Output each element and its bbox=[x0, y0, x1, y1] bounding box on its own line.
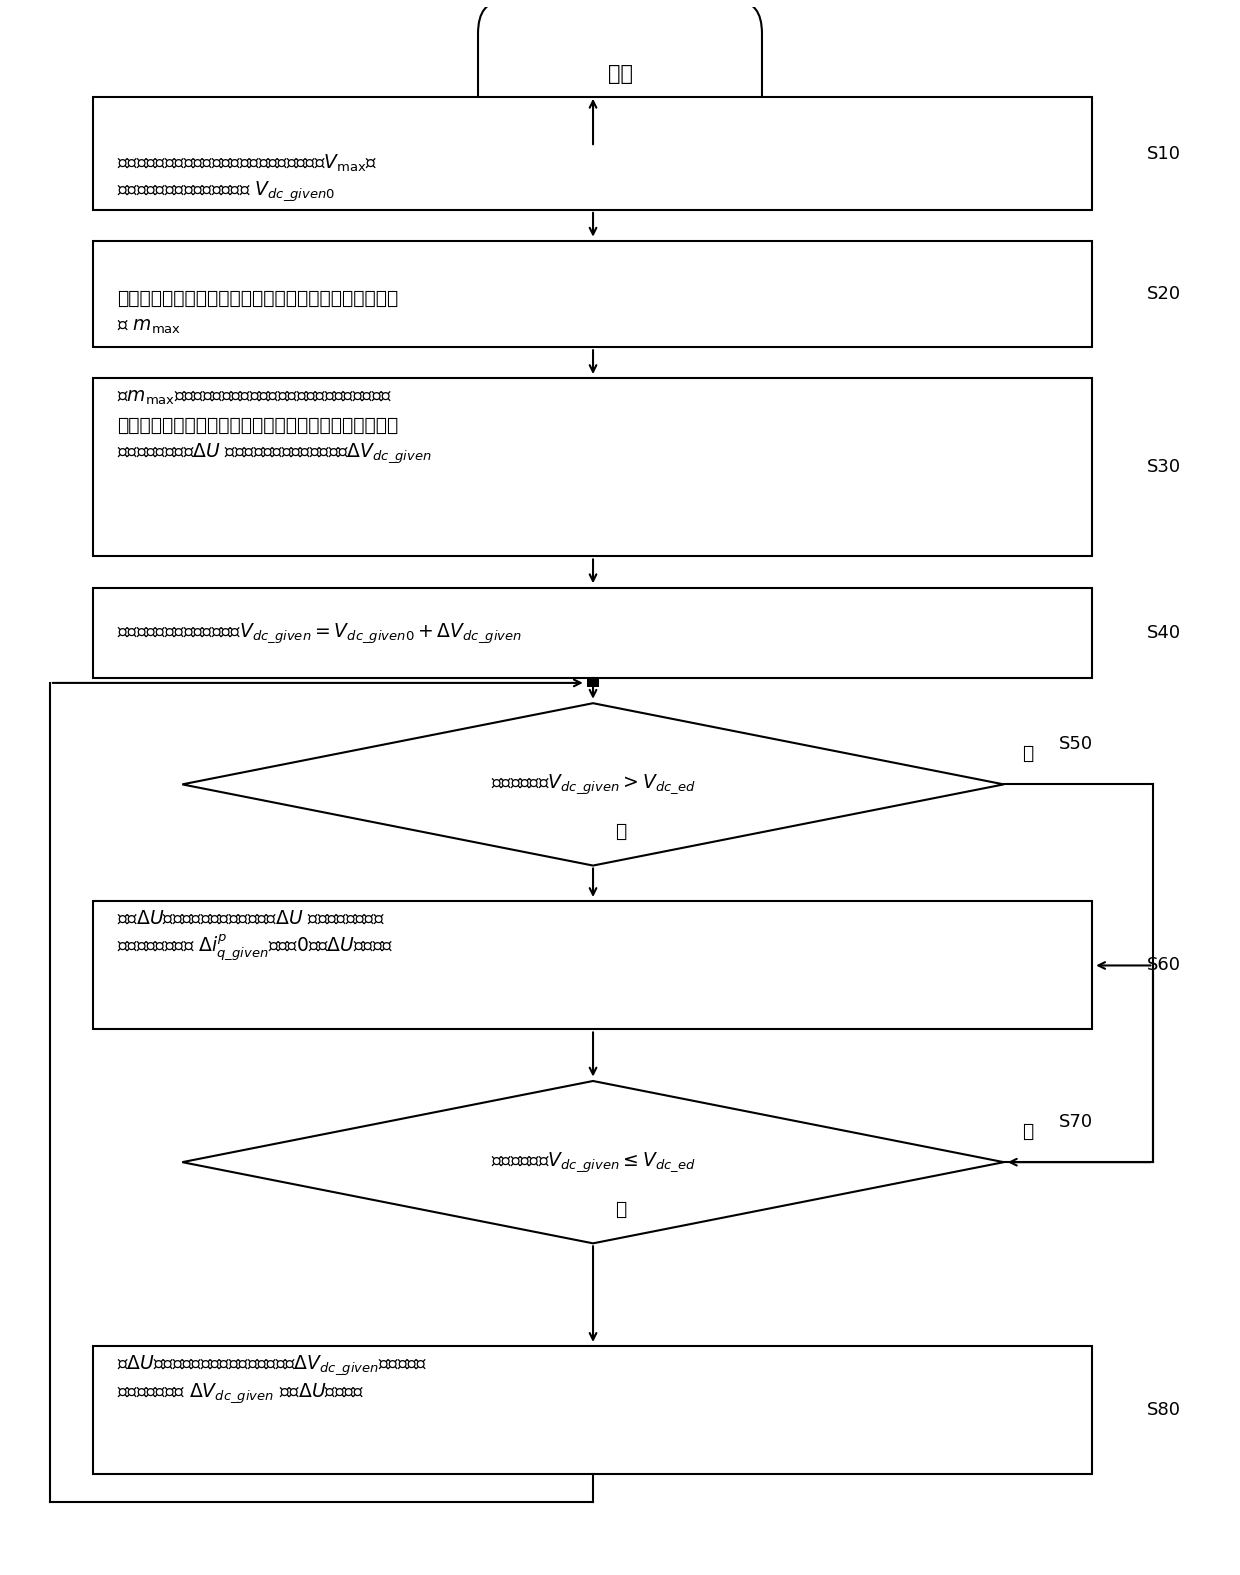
Text: 环调节器的输出量$\Delta U$ 为直流母线电压的给定补偿値$\Delta V_{dc\_given}$: 环调节器的输出量$\Delta U$ 为直流母线电压的给定补偿値$\Delta … bbox=[118, 441, 432, 465]
Text: 否: 否 bbox=[1022, 743, 1033, 762]
Text: 判断是否满足$V_{dc\_given}>V_{dc\_ed}$: 判断是否满足$V_{dc\_given}>V_{dc\_ed}$ bbox=[491, 772, 696, 797]
Text: 确定网侧变流器的调制度和机侧变流器的调制度中的较大: 确定网侧变流器的调制度和机侧变流器的调制度中的较大 bbox=[118, 290, 398, 309]
Text: S30: S30 bbox=[1147, 458, 1182, 477]
Text: S60: S60 bbox=[1147, 956, 1182, 975]
Text: 是: 是 bbox=[615, 1200, 626, 1219]
Polygon shape bbox=[182, 1080, 1003, 1243]
Text: 先将$\Delta U$的値存储到寄存器中，再将$\Delta U$ 切换为正序感性无: 先将$\Delta U$的値存储到寄存器中，再将$\Delta U$ 切换为正序… bbox=[118, 909, 386, 928]
Text: 输入到网侧变流器中的调制度闭环调节器，所述调制度闭: 输入到网侧变流器中的调制度闭环调节器，所述调制度闭 bbox=[118, 416, 398, 435]
Bar bbox=[93, 378, 1092, 556]
Text: 开始: 开始 bbox=[608, 65, 632, 83]
Text: S70: S70 bbox=[1059, 1112, 1094, 1131]
Text: 功电流给定补偿値 $\Delta i^p_{q\_given}$，并切0作为$\Delta U$的初始値: 功电流给定补偿値 $\Delta i^p_{q\_given}$，并切0作为$\… bbox=[118, 932, 393, 962]
Text: S40: S40 bbox=[1147, 624, 1182, 643]
FancyBboxPatch shape bbox=[477, 2, 763, 146]
Bar bbox=[93, 901, 1092, 1030]
Bar bbox=[93, 1347, 1092, 1474]
Polygon shape bbox=[182, 702, 1003, 866]
Text: 寄存器中存储的 $\Delta V_{dc\_given}$ 作为$\Delta U$的初始値: 寄存器中存储的 $\Delta V_{dc\_given}$ 作为$\Delta… bbox=[118, 1381, 365, 1405]
Text: 値 $m_{\mathrm{max}}$: 値 $m_{\mathrm{max}}$ bbox=[118, 318, 181, 337]
Bar bbox=[93, 241, 1092, 346]
Text: 是: 是 bbox=[615, 822, 626, 841]
Text: 确定电网线电压峰値和定子线电压峰値中的较大値$V_{\mathrm{max}}$，: 确定电网线电压峰値和定子线电压峰値中的较大値$V_{\mathrm{max}}$… bbox=[118, 153, 378, 173]
Text: 作为直流母线电压的初始给定値 $V_{dc\_given0}$: 作为直流母线电压的初始给定値 $V_{dc\_given0}$ bbox=[118, 180, 336, 203]
Text: 判断是否满足$V_{dc\_given}\leq V_{dc\_ed}$: 判断是否满足$V_{dc\_given}\leq V_{dc\_ed}$ bbox=[491, 1150, 696, 1173]
Bar bbox=[587, 679, 599, 687]
Bar bbox=[93, 98, 1092, 209]
Text: S80: S80 bbox=[1147, 1402, 1182, 1419]
Text: S10: S10 bbox=[1147, 145, 1182, 162]
Bar bbox=[93, 587, 1092, 679]
Text: 计算得到直流母线电压给定値$V_{dc\_given}=V_{dc\_given0}+\Delta V_{dc\_given}$: 计算得到直流母线电压给定値$V_{dc\_given}=V_{dc\_given… bbox=[118, 621, 522, 644]
Text: 将$\Delta U$切换回直流母线电压的给定补偿値$\Delta V_{dc\_given}$，并将所述: 将$\Delta U$切换回直流母线电压的给定补偿値$\Delta V_{dc\… bbox=[118, 1353, 428, 1377]
Text: S20: S20 bbox=[1147, 285, 1182, 304]
Text: 将$m_{\mathrm{max}}$作为反馈量，网侧变流器的目标调制度作为给定量，: 将$m_{\mathrm{max}}$作为反馈量，网侧变流器的目标调制度作为给定… bbox=[118, 387, 392, 406]
Text: S50: S50 bbox=[1059, 736, 1094, 753]
Text: 否: 否 bbox=[1022, 1121, 1033, 1140]
